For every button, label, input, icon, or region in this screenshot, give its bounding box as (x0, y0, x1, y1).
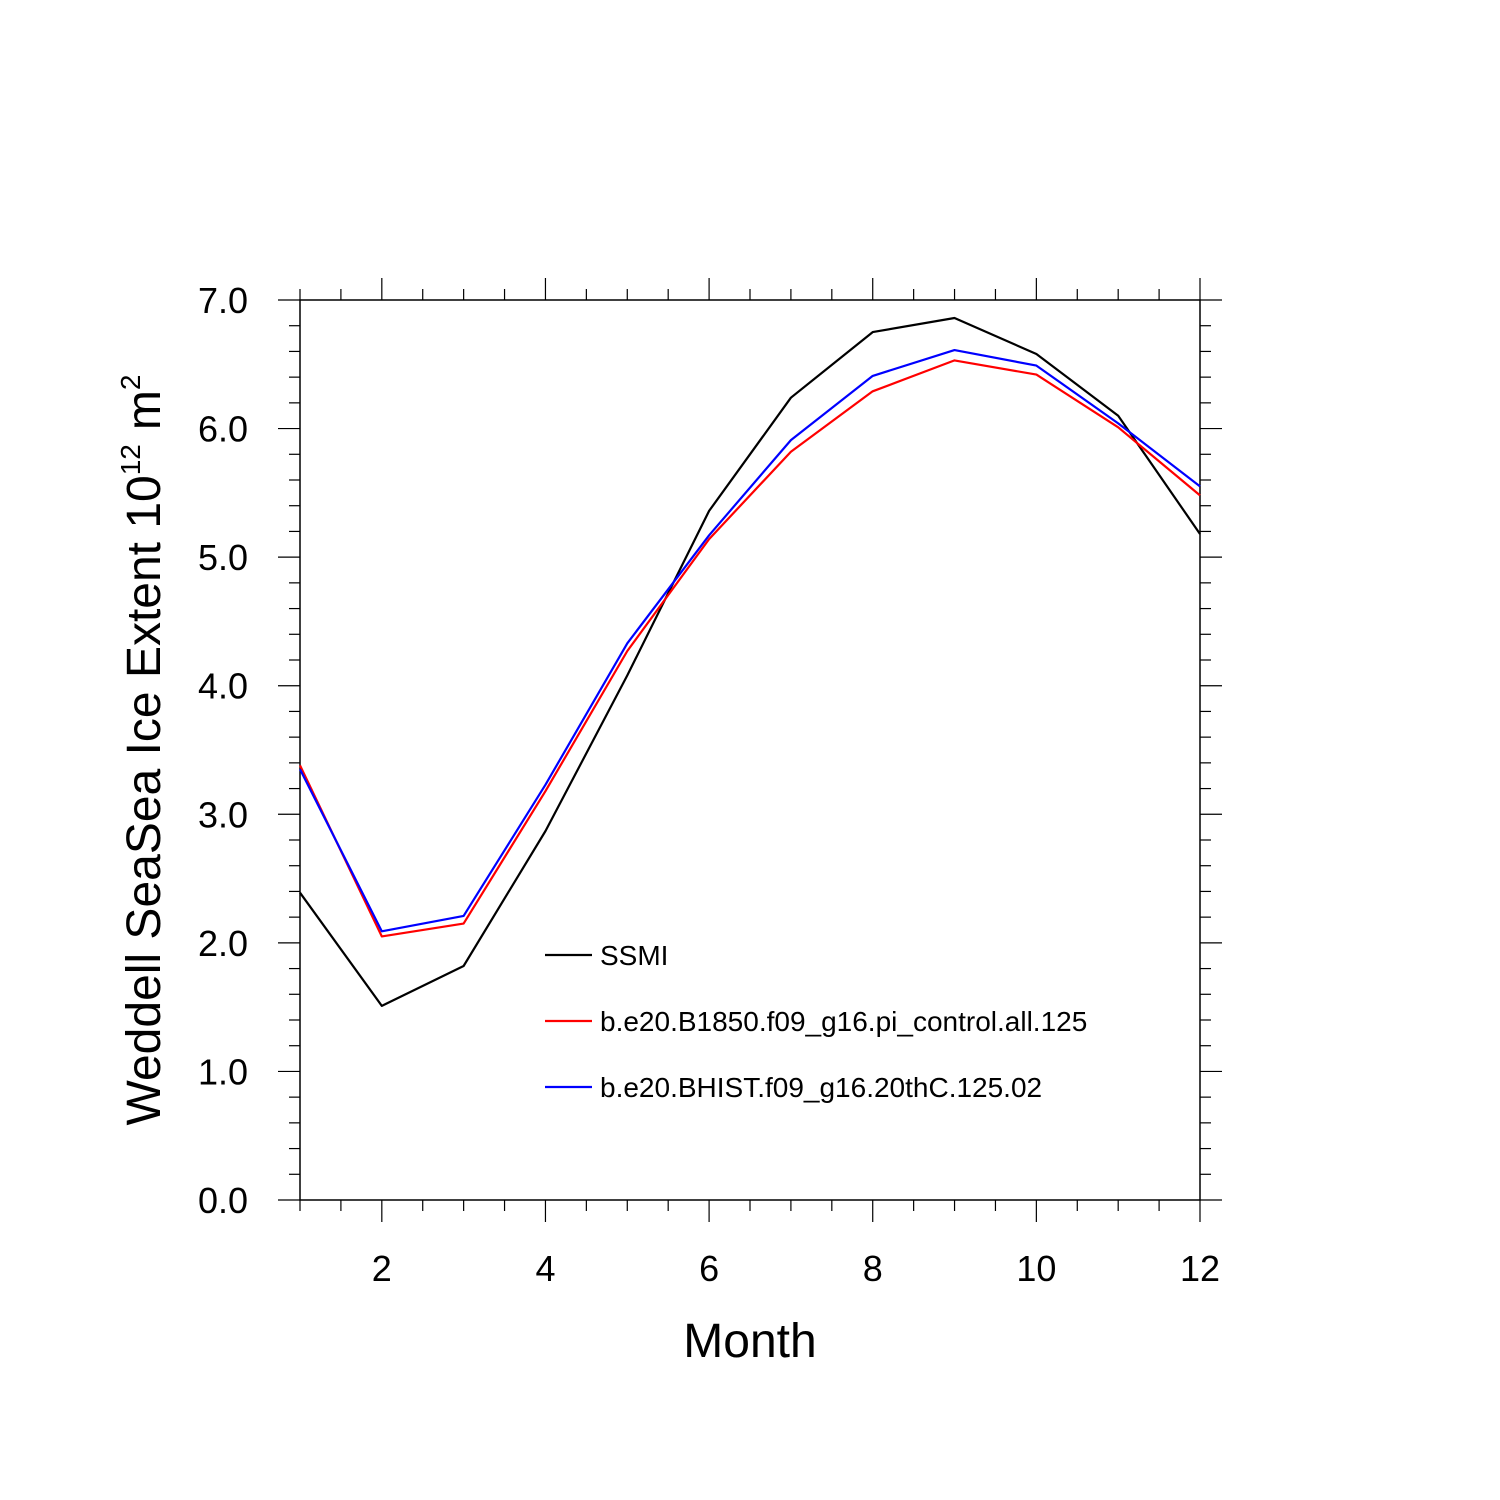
y-tick-labels: 0.0 1.0 2.0 3.0 4.0 5.0 6.0 7.0 (198, 280, 248, 1221)
y-axis-title-text: Weddell SeaSea Ice Extent 10 (118, 475, 171, 1125)
y-tick-label: 5.0 (198, 537, 248, 578)
y-axis-title: Weddell SeaSea Ice Extent 1012 m2 (115, 375, 171, 1126)
x-tick-label: 10 (1016, 1248, 1056, 1289)
y-tick-label: 0.0 (198, 1180, 248, 1221)
series-line (299, 359, 1201, 938)
x-tick-label: 12 (1180, 1248, 1220, 1289)
x-tick-label: 8 (863, 1248, 883, 1289)
y-tick-label: 2.0 (198, 923, 248, 964)
legend: SSMI b.e20.B1850.f09_g16.pi_control.all.1… (545, 940, 1087, 1103)
legend-label: b.e20.BHIST.f09_g16.20thC.125.02 (600, 1072, 1042, 1103)
y-axis-title-exponent: 12 (115, 444, 146, 475)
y-tick-label: 7.0 (198, 280, 248, 321)
x-tick-label: 4 (535, 1248, 555, 1289)
x-tick-label: 2 (372, 1248, 392, 1289)
y-tick-label: 6.0 (198, 409, 248, 450)
series-line (299, 316, 1201, 1008)
series-line (299, 349, 1201, 933)
y-axis-title-unit: m (118, 390, 171, 430)
x-tick-labels: 2 4 6 8 10 12 (372, 1248, 1220, 1289)
legend-label: SSMI (600, 940, 668, 971)
x-axis-title: Month (683, 1315, 816, 1368)
legend-label: b.e20.B1850.f09_g16.pi_control.all.125 (600, 1006, 1087, 1037)
series-lines (299, 316, 1201, 1008)
y-tick-label: 3.0 (198, 794, 248, 835)
y-axis-title-unit-exponent: 2 (115, 375, 146, 391)
plot-frame (299, 299, 1201, 1201)
y-tick-label: 4.0 (198, 666, 248, 707)
x-tick-label: 6 (699, 1248, 719, 1289)
y-tick-label: 1.0 (198, 1051, 248, 1092)
axis-ticks (278, 278, 1222, 1222)
